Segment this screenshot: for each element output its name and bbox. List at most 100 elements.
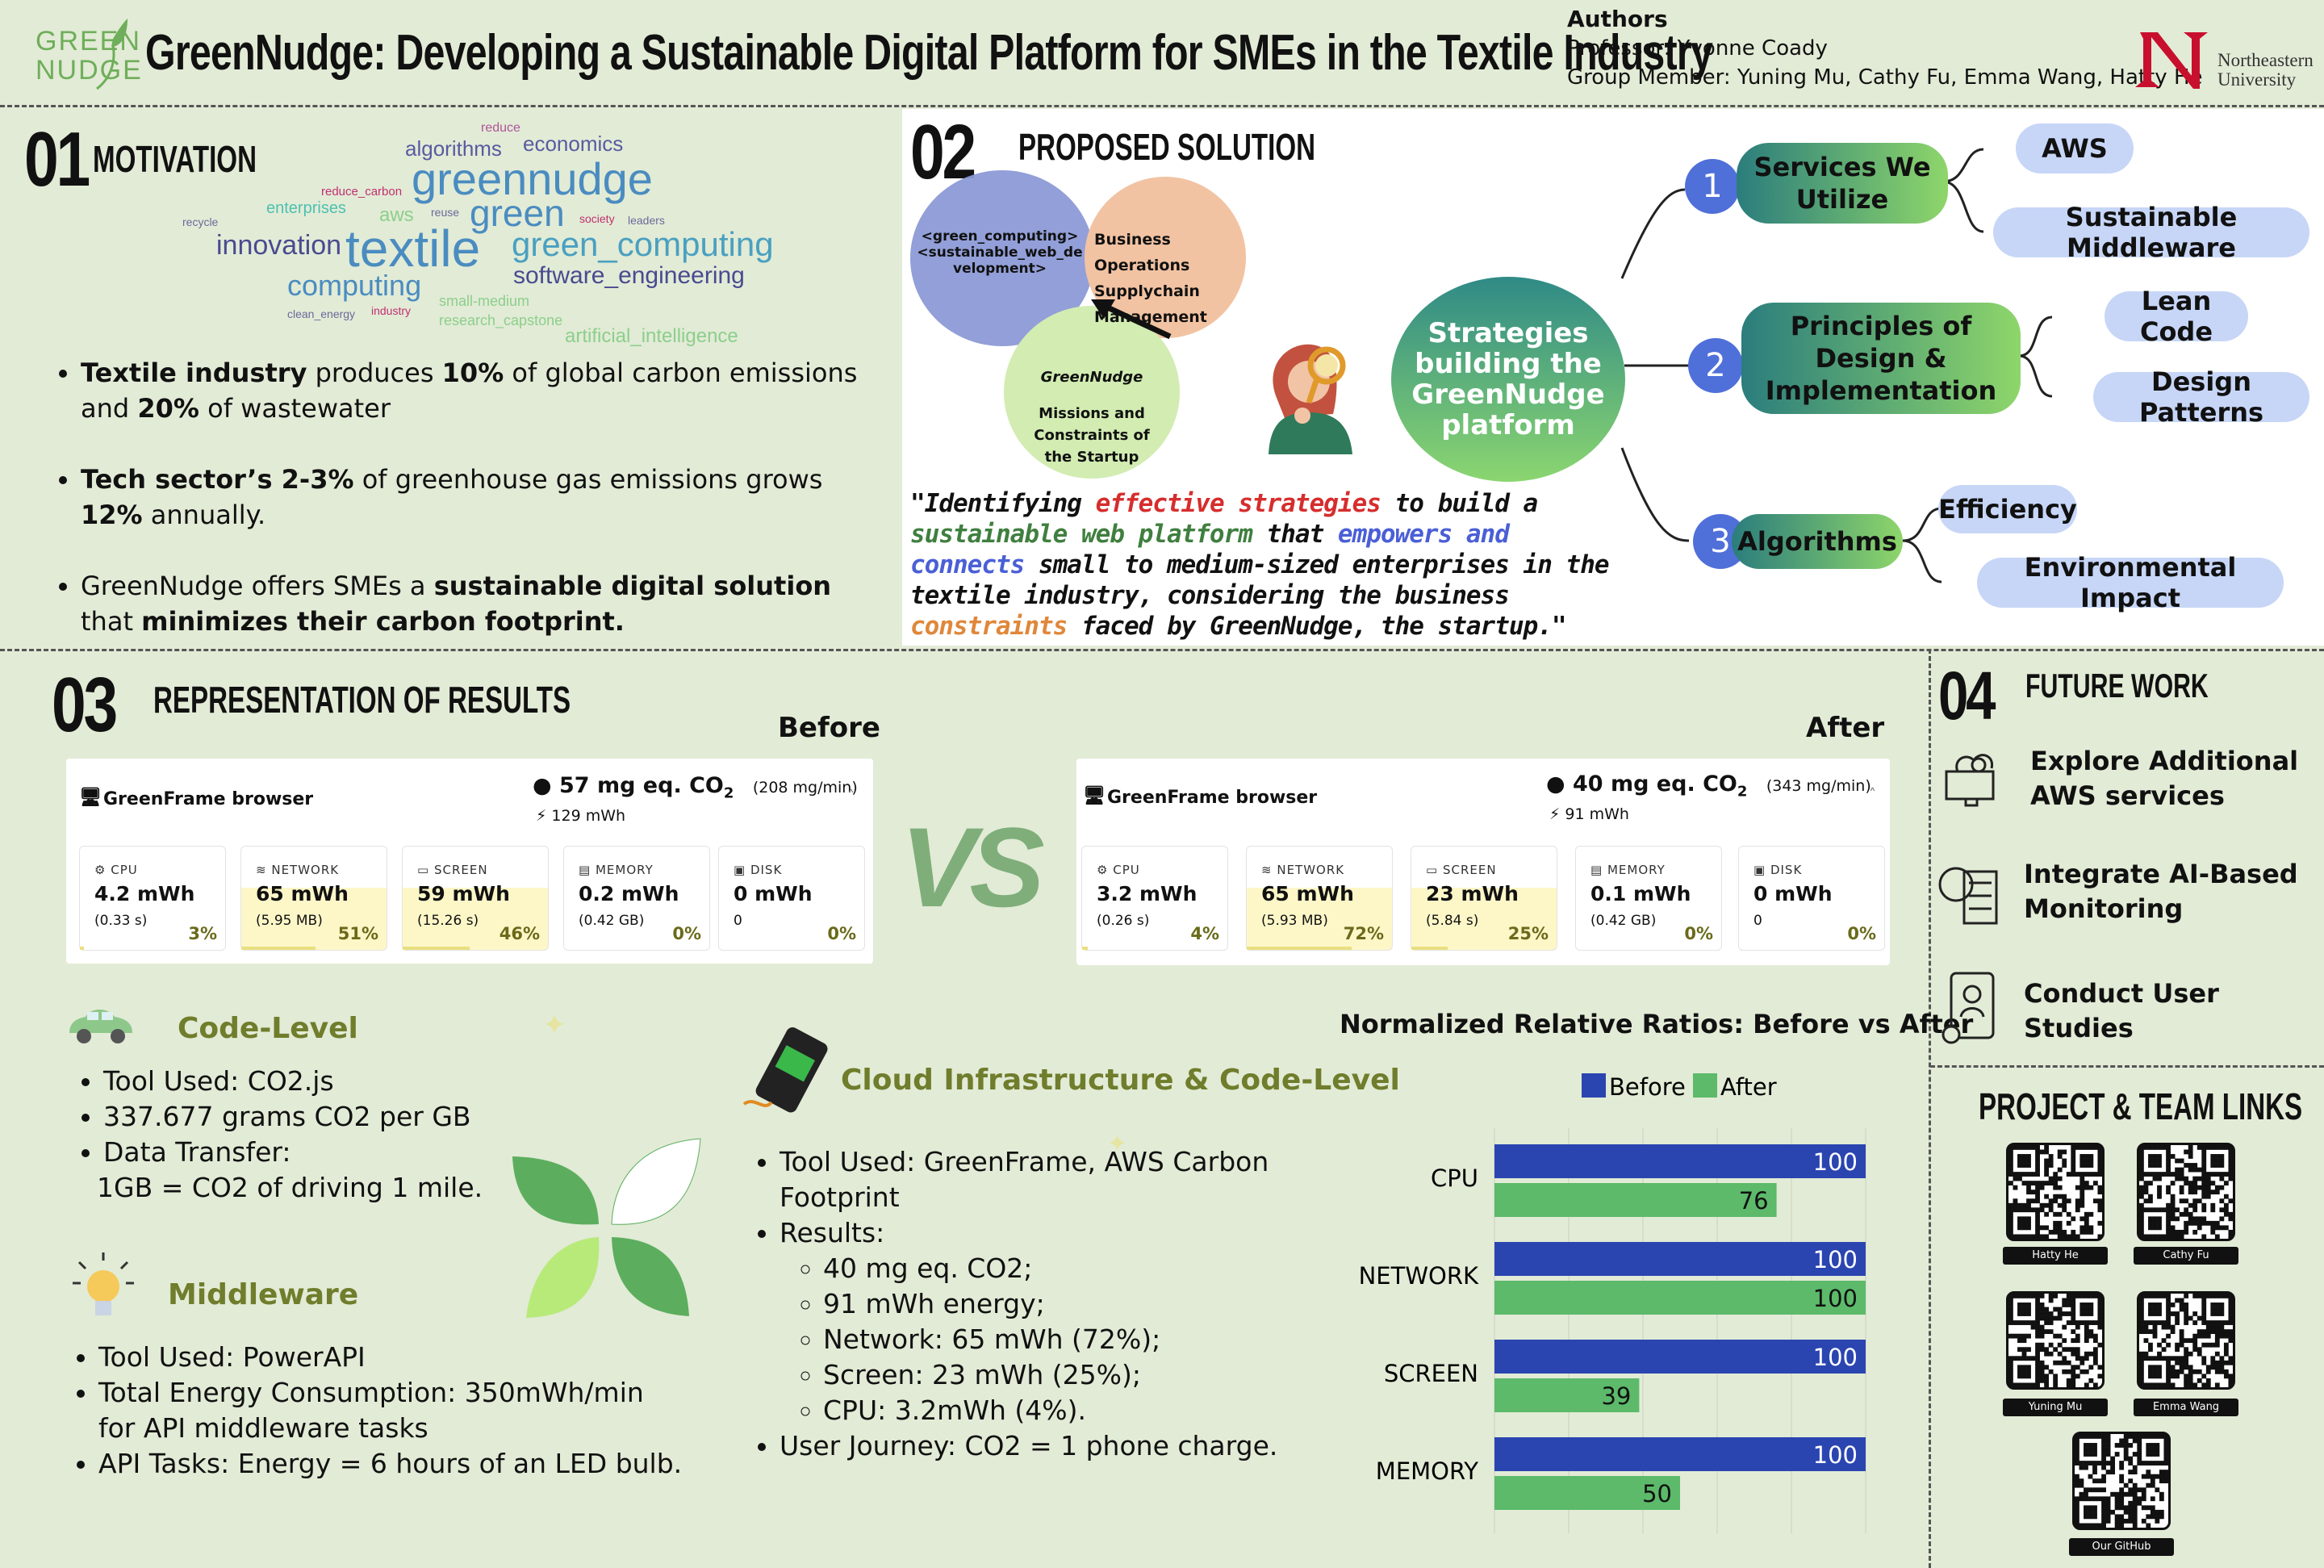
section-number-01: 01 [24, 116, 90, 203]
future-item-user-studies: Conduct User Studies [2024, 978, 2219, 1043]
metric-percent: 0% [1847, 924, 1876, 943]
results-heading: REPRESENTATION OF RESULTS [153, 679, 571, 721]
metric-percent: 51% [337, 924, 378, 943]
bar-value-label: 100 [1813, 1285, 1858, 1312]
ai-monitor-icon [1938, 867, 1998, 925]
word: reduce_carbon [321, 185, 403, 199]
metric-sub: 0 [1753, 913, 1762, 929]
future-divider [1929, 649, 1931, 1568]
list-item: Total Energy Consumption: 350mWh/min [98, 1375, 715, 1411]
word-cloud: reduce algorithms economics greennudge e… [178, 117, 823, 351]
qr-code-github[interactable] [2072, 1432, 2171, 1530]
metric-percent: 3% [188, 924, 217, 943]
branch-number-2: 2 [1688, 338, 1743, 393]
disk-icon-label: ▣ DISK [734, 863, 783, 877]
metric-value: 59 mWh [417, 882, 510, 905]
research-question-quote: "Identifying effective strategies to bui… [910, 489, 1610, 641]
metric-sub: (5.95 MB) [256, 913, 323, 929]
metric-memory: ▤ MEMORY 0.1 mWh (0.42 GB) 0% [1575, 846, 1722, 951]
word: industry [371, 304, 412, 317]
bar-after [1494, 1281, 1866, 1315]
word: leaders [628, 214, 665, 227]
metric-percent: 4% [1190, 924, 1219, 943]
greenframe-card-before: 🖥 GreenFrame browser ● 57 mg eq. CO2 (20… [66, 759, 873, 964]
legend-swatch [1693, 1073, 1717, 1098]
metric-bar [403, 947, 470, 950]
list-item: API Tasks: Energy = 6 hours of an LED bu… [98, 1446, 715, 1482]
metric-percent: 0% [672, 924, 701, 943]
word: enterprises [266, 199, 346, 217]
list-sub-item: CPU: 3.2mWh (4%). [823, 1393, 1315, 1428]
word: clean_energy [287, 307, 356, 320]
logo-text-nudge: NUDGE [36, 55, 143, 86]
word: innovation [216, 230, 342, 261]
greenframe-browser-label: GreenFrame browser [1107, 788, 1318, 808]
bar-value-label: 100 [1813, 1148, 1858, 1176]
bar-before [1494, 1242, 1866, 1276]
bar-value-label: 39 [1601, 1382, 1631, 1410]
leaf-efficiency: Efficiency [1938, 485, 2077, 533]
pin-icon: ● [1546, 771, 1565, 797]
greenframe-card-after: 🖥 GreenFrame browser ● 40 mg eq. CO2 (34… [1076, 759, 1890, 965]
qr-code-emma[interactable] [2137, 1291, 2235, 1390]
word: green [470, 192, 565, 234]
qr-label: Yuning Mu [2003, 1399, 2108, 1416]
word: economics [523, 132, 624, 156]
metric-cpu: ⚙ CPU 3.2 mWh (0.26 s) 4% [1081, 846, 1228, 951]
solution-panel: 02 PROPOSED SOLUTION <green_computing> <… [902, 109, 2324, 646]
metric-bar [80, 947, 85, 950]
qr-code-yuning[interactable] [2006, 1291, 2105, 1390]
legend-label: Before [1609, 1073, 1686, 1101]
bar-before [1494, 1144, 1866, 1178]
list-sub-item: Network: 65 mWh (72%); [823, 1322, 1315, 1357]
list-sub-item: Screen: 23 mWh (25%); [823, 1357, 1315, 1393]
metric-value: 65 mWh [1261, 882, 1354, 905]
metric-sub: (0.26 s) [1097, 913, 1150, 929]
links-divider [1930, 1065, 2324, 1068]
bar-value-label: 100 [1813, 1246, 1858, 1273]
collapse-chevron-icon[interactable]: ˄ [1869, 786, 1876, 803]
branch-algorithms: Algorithms [1732, 514, 1903, 569]
collapse-chevron-icon[interactable]: ˄ [847, 788, 855, 805]
future-item-aws: Explore Additional AWS services [2030, 746, 2299, 811]
metric-screen: ▭ SCREEN 23 mWh (5.84 s) 25% [1411, 846, 1557, 951]
monitor-icon: 🖥 [1083, 786, 1106, 806]
cloud-settings-icon [1945, 754, 1995, 807]
list-item: for API middleware tasks [98, 1412, 428, 1444]
sparkle-icon: ✦ [1107, 1130, 1128, 1158]
list-sub-item: 91 mWh energy; [823, 1286, 1315, 1322]
qr-code-cathy[interactable] [2137, 1143, 2235, 1241]
legend-label: After [1720, 1073, 1777, 1101]
metric-percent: 0% [827, 924, 856, 943]
authors-block: Authors Professor: Yvonne Coady Group Me… [1567, 5, 2203, 92]
list-sub-item: 40 mg eq. CO2; [823, 1251, 1315, 1286]
qr-label: Hatty He [2003, 1247, 2108, 1265]
metric-sub: (15.26 s) [417, 913, 479, 929]
word: artificial_intelligence [565, 325, 738, 347]
bar-value-label: 100 [1813, 1344, 1858, 1371]
word: recycle [182, 215, 219, 228]
poster-title: GreenNudge: Developing a Sustainable Dig… [145, 25, 1713, 81]
metric-value: 23 mWh [1426, 882, 1519, 905]
disk-icon-label: ▣ DISK [1753, 863, 1803, 877]
code-level-list: Tool Used: CO2.js 337.677 grams CO2 per … [74, 1064, 639, 1206]
list-item: Tool Used: CO2.js [103, 1064, 639, 1099]
memory-icon-label: ▤ MEMORY [1590, 863, 1666, 877]
vs-label: VS [901, 804, 1045, 930]
car-icon [69, 1010, 132, 1043]
university-name-2: University [2217, 69, 2297, 90]
qr-label: Emma Wang [2134, 1399, 2238, 1416]
metric-value: 0 mWh [734, 882, 813, 905]
motivation-bullet: Textile industry produces 10% of global … [81, 355, 872, 426]
future-heading: FUTURE WORK [2025, 667, 2209, 705]
screen-icon-label: ▭ SCREEN [1426, 863, 1497, 877]
bar-value-label: 76 [1739, 1187, 1769, 1215]
list-item: Tool Used: PowerAPI [98, 1340, 715, 1375]
bar-before [1494, 1340, 1866, 1374]
northeastern-logo: Northeastern University [2134, 27, 2319, 92]
greenframe-browser-label: GreenFrame browser [103, 789, 314, 809]
after-label: After [1806, 712, 1885, 744]
future-item-ai: Integrate AI-Based Monitoring [2024, 859, 2298, 924]
metric-disk: ▣ DISK 0 mWh 0 0% [1738, 846, 1885, 951]
qr-code-hatty[interactable] [2006, 1143, 2105, 1241]
